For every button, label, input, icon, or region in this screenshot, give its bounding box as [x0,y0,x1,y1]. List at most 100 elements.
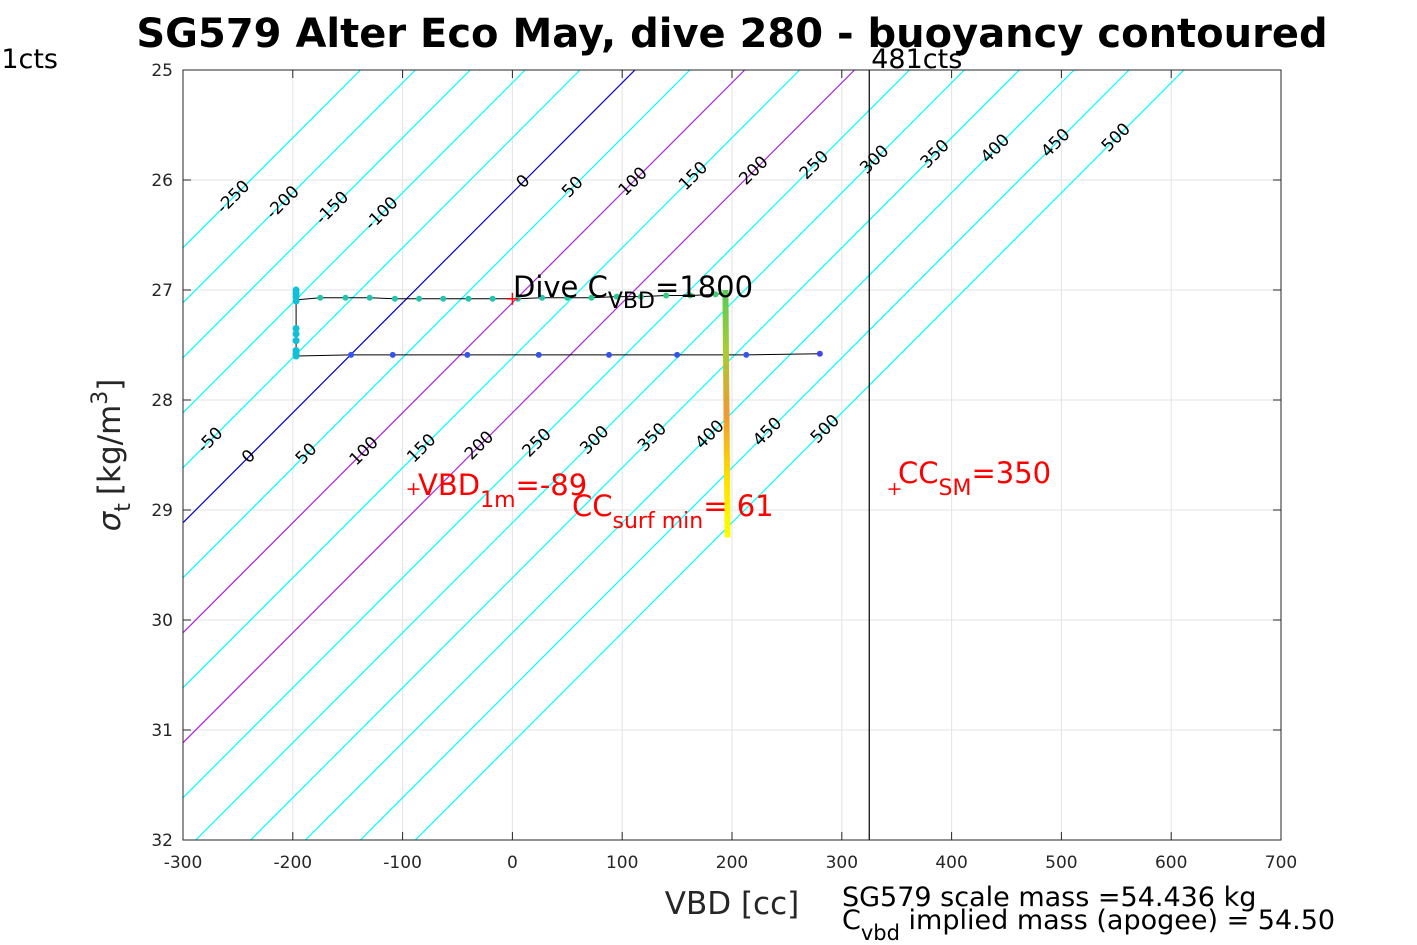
cluster-point [292,297,300,305]
y-tick-label: 27 [151,281,173,301]
cluster-point [292,330,300,338]
series-point [687,292,694,299]
dive-cvbd-sub: VBD [608,289,655,314]
series-point [389,351,396,358]
contour-line-400 [305,70,1075,840]
contour-line-500 [414,70,1185,840]
contour-line-350 [250,70,1020,840]
x-tick-label: 400 [935,853,967,873]
x-tick-label: 300 [826,853,858,873]
contour-line-150 [183,70,801,689]
dive-cvbd-annotation: Dive CVBD=1800 [513,270,753,314]
y-tick-label: 25 [151,61,173,81]
cc-sm-sub: SM [939,476,972,501]
x-tick-label: -100 [383,853,422,873]
implied-mass-c: C [842,905,861,936]
x-tick-label: 0 [507,853,518,873]
y-tick-label: 29 [151,501,173,521]
cc-sm-value: =350 [971,456,1051,490]
x-tick-label: 700 [1265,853,1297,873]
y-tick-label: 26 [151,171,173,191]
y-axis-label-close: ] [92,379,128,391]
contour-line-50 [183,70,691,579]
contour-line--150 [183,70,471,359]
series-point [564,294,571,301]
series-point [816,350,823,357]
chart-title: SG579 Alter Eco May, dive 280 - buoyancy… [136,11,1327,57]
dive-cvbd-value: =1800 [655,270,753,304]
vbd-1m-value: =-89 [516,468,588,502]
y-axis-label-unit: [kg/m [92,405,128,495]
contour-line--250 [183,70,361,249]
contour-line-450 [360,70,1130,840]
cc-surf-min-value: = 61 [703,489,773,523]
contour-line-100 [183,70,746,634]
implied-mass-rest: implied mass (apogee) = 54.50 [900,905,1335,936]
series-point [465,295,472,302]
y-axis-label-symbol: σ [92,510,128,531]
x-tick-label: 200 [716,853,748,873]
series-point [588,294,595,301]
cluster-point [292,325,300,332]
series-point [342,294,349,301]
cc-sm-main: CC [898,456,939,490]
series-point [539,294,546,301]
contour-line-300 [195,70,965,840]
y-tick-label: 31 [151,721,173,741]
y-tick-label: 30 [151,611,173,631]
contour-line--50 [183,70,581,469]
x-tick-label: 500 [1045,853,1077,873]
x-axis-ticks: -300 -200 -100 0 100 200 300 400 500 600 700 [164,70,1297,873]
y-axis-label: σt [kg/m3] [88,379,136,532]
series-point [535,351,542,358]
marker-points [407,292,901,496]
series-point [489,295,496,302]
contour-line--100 [183,70,526,414]
cluster-point [292,352,300,360]
y-axis-label-subscript: t [111,503,136,512]
scale-mass-note: SG579 scale mass =54.436 kg [842,882,1256,913]
implied-mass-sub: vbd [861,921,900,945]
series-point [366,294,373,301]
series-line-1 [296,353,820,357]
series-point [440,295,447,302]
y-tick-label: 32 [151,831,173,851]
x-tick-label: -200 [274,853,313,873]
series-point [743,351,750,358]
series-point [674,351,681,358]
series-point [663,292,670,299]
y-tick-label: 28 [151,391,173,411]
series-point [347,351,354,358]
series-point [391,295,398,302]
x-tick-label: -300 [164,853,203,873]
series-point [317,294,324,301]
x-tick-label: 600 [1155,853,1187,873]
implied-mass-note: Cvbd implied mass (apogee) = 54.50 [842,905,1335,945]
dive-series [292,286,823,538]
x-tick-label: 100 [606,853,638,873]
contour-line-250 [183,70,910,799]
cc-surf-min-sub: surf min [613,509,704,534]
dive-cvbd-main: Dive C [513,270,608,304]
cluster-point [292,337,300,345]
cc-surf-min-annotation: CCsurf min= 61 [572,489,774,534]
series-point [637,293,644,300]
series-point [613,293,620,300]
contour-line-200 [183,70,855,744]
series-point [712,291,719,298]
series-point [464,351,471,358]
contour-line--200 [183,70,416,304]
vbd-limit-label: 1cts [1,44,58,75]
cc-surf-min-main: CC [572,489,613,523]
y-axis-label-superscript: 3 [88,391,113,405]
x-axis-label: VBD [cc] [665,886,799,922]
vbd-1m-main: VBD [418,468,480,502]
y-axis-ticks: 25 26 27 28 29 30 31 32 [151,61,1281,851]
series-point [416,295,423,302]
vbd-1m-sub: 1m [480,488,515,513]
series-point [606,351,613,358]
surface-segment [722,290,731,538]
contour-line-0 [183,70,636,524]
buoyancy-contours [183,70,1185,840]
